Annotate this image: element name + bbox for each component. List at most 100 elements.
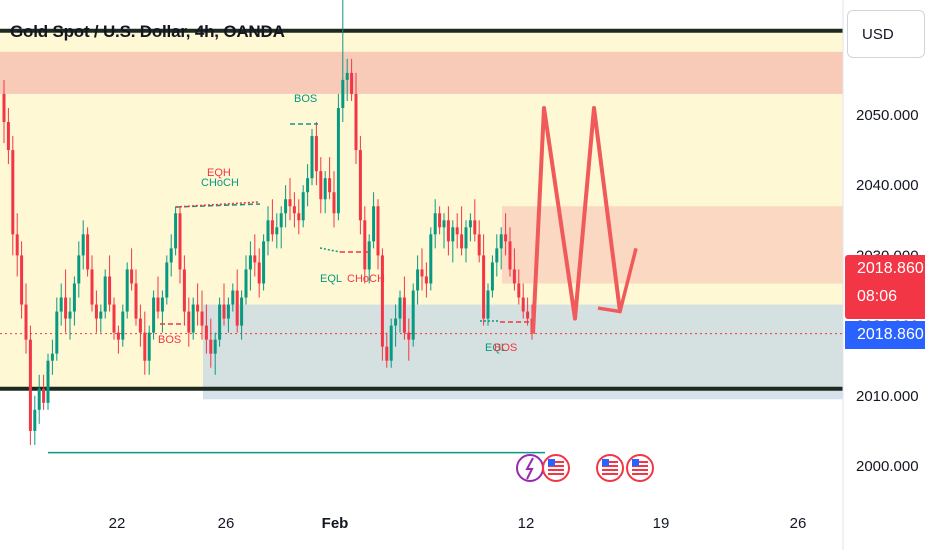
candle-body	[372, 206, 376, 242]
candle-body	[521, 297, 525, 312]
candle-body	[72, 283, 76, 312]
flag-canton	[632, 459, 639, 466]
time-axis-tick: 19	[653, 515, 670, 532]
price-axis-tick: 2050.000	[856, 107, 919, 124]
currency-selector[interactable]: USD	[847, 10, 925, 58]
candle-body	[59, 297, 63, 312]
structure-label: BOS	[158, 334, 181, 346]
candle-body	[477, 234, 481, 256]
candle-body	[341, 79, 345, 108]
candle-body	[152, 297, 156, 333]
candle-body	[266, 220, 270, 242]
candle-body	[37, 388, 41, 410]
lightning-bolt	[525, 457, 534, 480]
candle-body	[209, 339, 213, 354]
candle-body	[407, 332, 411, 340]
candle-body	[332, 192, 336, 214]
candle-body	[486, 290, 490, 319]
projection-arrowhead	[597, 247, 638, 314]
candle-body	[125, 269, 129, 312]
structure-label: BOS	[494, 342, 517, 354]
candle-body	[490, 262, 494, 291]
current-price-tag: 2018.860	[845, 321, 925, 349]
candle-body	[350, 72, 354, 94]
candle-body	[134, 283, 138, 319]
candle-body	[468, 220, 472, 228]
structure-label: BOS	[294, 93, 317, 105]
candle-body	[420, 269, 424, 277]
candle-body	[64, 297, 68, 319]
candle-body	[218, 304, 222, 340]
candle-body	[187, 311, 191, 333]
candle-body	[275, 227, 279, 235]
candle-body	[46, 360, 50, 403]
eql-line-1	[319, 247, 341, 253]
candle-body	[398, 297, 402, 319]
candle-body	[196, 304, 200, 312]
supply-zone-upper	[0, 51, 843, 94]
candle-body	[416, 269, 420, 291]
candle-body	[130, 269, 134, 284]
candle-body	[103, 276, 107, 312]
candle-body	[156, 297, 160, 312]
candle-body	[380, 255, 384, 347]
candle-body	[345, 72, 349, 80]
candle-body	[385, 346, 389, 361]
candle-body	[517, 283, 521, 298]
candle-body	[446, 220, 450, 242]
candle-body	[94, 304, 98, 319]
candle-body	[33, 409, 37, 431]
candle-body	[319, 171, 323, 200]
candle-body	[68, 311, 72, 319]
candle-body	[433, 213, 437, 235]
candle-body	[226, 304, 230, 319]
candle-body	[323, 178, 327, 200]
structure-label: EQL	[485, 342, 507, 354]
choch-line	[175, 203, 261, 208]
bar-countdown: 08:06	[857, 288, 898, 305]
candle-body	[182, 269, 186, 312]
candle-body	[438, 213, 442, 228]
candle-body	[112, 304, 116, 333]
candle-body	[20, 255, 24, 305]
candle-body	[108, 276, 112, 305]
candle-body	[367, 241, 371, 270]
candle-body	[526, 311, 530, 319]
candle-body	[178, 213, 182, 270]
price-axis-tick: 2040.000	[856, 177, 919, 194]
candle-body	[2, 93, 6, 123]
candle-body	[257, 262, 261, 284]
candle-body	[253, 255, 257, 263]
candle-body	[279, 213, 283, 228]
candle-body	[248, 255, 252, 270]
us-flag-icon	[626, 454, 654, 482]
candle-body	[222, 304, 226, 319]
candle-body	[464, 227, 468, 249]
candle-body	[86, 234, 90, 270]
candle-body	[42, 388, 46, 403]
candle-body	[336, 107, 340, 214]
candle-body	[508, 241, 512, 270]
candle-body	[301, 192, 305, 221]
chart-title: Gold Spot / U.S. Dollar, 4h, OANDA	[10, 22, 285, 41]
candle-body	[297, 213, 301, 221]
structure-label: EQH	[207, 167, 231, 179]
flag-canton	[602, 459, 609, 466]
price-axis-tick: 2010.000	[856, 388, 919, 405]
candle-body	[11, 150, 15, 235]
candle-body	[482, 255, 486, 319]
candle-body	[169, 248, 173, 263]
eqh-line	[175, 201, 259, 208]
candle-body	[473, 220, 477, 235]
candle-body	[429, 234, 433, 284]
candle-body	[81, 234, 85, 256]
candle-body	[213, 339, 217, 354]
time-axis-tick: Feb	[322, 515, 349, 532]
candle-body	[143, 332, 147, 361]
flag-canton	[548, 459, 555, 466]
candle-body	[204, 325, 208, 340]
candle-body	[99, 311, 103, 319]
structure-label: CHoCH	[347, 273, 385, 285]
